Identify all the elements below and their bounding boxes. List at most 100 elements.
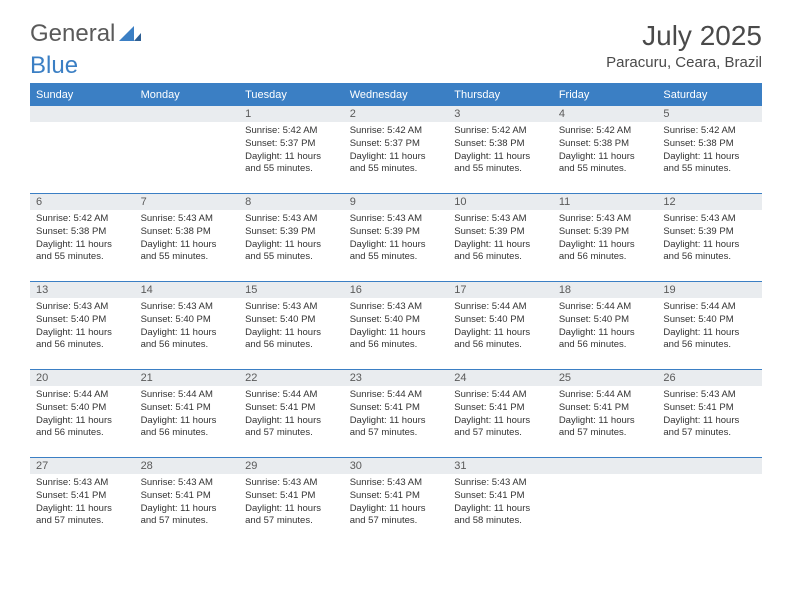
logo-triangle-icon	[119, 23, 141, 46]
sunrise-text: Sunrise: 5:42 AM	[559, 125, 652, 138]
sunset-text: Sunset: 5:40 PM	[245, 314, 338, 327]
sunrise-text: Sunrise: 5:44 AM	[559, 301, 652, 314]
calendar-week-row: 1Sunrise: 5:42 AMSunset: 5:37 PMDaylight…	[30, 105, 762, 193]
sunset-text: Sunset: 5:39 PM	[245, 226, 338, 239]
daylight-text: Daylight: 11 hours and 56 minutes.	[141, 415, 234, 441]
day-header: Tuesday	[239, 84, 344, 105]
day-number	[30, 105, 135, 122]
daylight-text: Daylight: 11 hours and 56 minutes.	[454, 327, 547, 353]
day-details: Sunrise: 5:42 AMSunset: 5:38 PMDaylight:…	[448, 122, 553, 180]
sunset-text: Sunset: 5:39 PM	[454, 226, 547, 239]
day-number: 29	[239, 457, 344, 474]
day-number: 25	[553, 369, 658, 386]
day-number	[135, 105, 240, 122]
day-number: 22	[239, 369, 344, 386]
day-number: 13	[30, 281, 135, 298]
day-details	[30, 122, 135, 129]
day-number: 16	[344, 281, 449, 298]
calendar-body: 1Sunrise: 5:42 AMSunset: 5:37 PMDaylight…	[30, 105, 762, 545]
day-details: Sunrise: 5:44 AMSunset: 5:40 PMDaylight:…	[448, 298, 553, 356]
sunset-text: Sunset: 5:41 PM	[141, 490, 234, 503]
day-number: 14	[135, 281, 240, 298]
sunset-text: Sunset: 5:41 PM	[350, 490, 443, 503]
daylight-text: Daylight: 11 hours and 58 minutes.	[454, 503, 547, 529]
day-number: 24	[448, 369, 553, 386]
day-details: Sunrise: 5:43 AMSunset: 5:38 PMDaylight:…	[135, 210, 240, 268]
sunset-text: Sunset: 5:41 PM	[141, 402, 234, 415]
day-details: Sunrise: 5:43 AMSunset: 5:39 PMDaylight:…	[553, 210, 658, 268]
day-number: 4	[553, 105, 658, 122]
day-header: Sunday	[30, 84, 135, 105]
day-details: Sunrise: 5:42 AMSunset: 5:38 PMDaylight:…	[657, 122, 762, 180]
sunset-text: Sunset: 5:37 PM	[245, 138, 338, 151]
day-header: Friday	[553, 84, 658, 105]
day-number: 27	[30, 457, 135, 474]
daylight-text: Daylight: 11 hours and 57 minutes.	[663, 415, 756, 441]
calendar-day-cell: 5Sunrise: 5:42 AMSunset: 5:38 PMDaylight…	[657, 105, 762, 193]
sunrise-text: Sunrise: 5:43 AM	[36, 301, 129, 314]
month-title: July 2025	[606, 20, 762, 52]
calendar-header-row: Sunday Monday Tuesday Wednesday Thursday…	[30, 84, 762, 105]
day-details	[135, 122, 240, 129]
day-details: Sunrise: 5:44 AMSunset: 5:41 PMDaylight:…	[344, 386, 449, 444]
day-number: 18	[553, 281, 658, 298]
day-number: 15	[239, 281, 344, 298]
daylight-text: Daylight: 11 hours and 56 minutes.	[454, 239, 547, 265]
sunrise-text: Sunrise: 5:43 AM	[141, 477, 234, 490]
calendar-day-cell: 14Sunrise: 5:43 AMSunset: 5:40 PMDayligh…	[135, 281, 240, 369]
day-details: Sunrise: 5:42 AMSunset: 5:38 PMDaylight:…	[30, 210, 135, 268]
sunset-text: Sunset: 5:38 PM	[36, 226, 129, 239]
calendar-day-cell: 17Sunrise: 5:44 AMSunset: 5:40 PMDayligh…	[448, 281, 553, 369]
day-details: Sunrise: 5:43 AMSunset: 5:41 PMDaylight:…	[448, 474, 553, 532]
sunrise-text: Sunrise: 5:44 AM	[663, 301, 756, 314]
sunset-text: Sunset: 5:41 PM	[350, 402, 443, 415]
day-number: 7	[135, 193, 240, 210]
sunrise-text: Sunrise: 5:43 AM	[350, 213, 443, 226]
calendar-day-cell	[657, 457, 762, 545]
daylight-text: Daylight: 11 hours and 55 minutes.	[141, 239, 234, 265]
calendar-day-cell: 18Sunrise: 5:44 AMSunset: 5:40 PMDayligh…	[553, 281, 658, 369]
sunrise-text: Sunrise: 5:44 AM	[454, 389, 547, 402]
day-details: Sunrise: 5:42 AMSunset: 5:37 PMDaylight:…	[239, 122, 344, 180]
sunrise-text: Sunrise: 5:42 AM	[36, 213, 129, 226]
daylight-text: Daylight: 11 hours and 56 minutes.	[559, 327, 652, 353]
sunrise-text: Sunrise: 5:44 AM	[245, 389, 338, 402]
sunset-text: Sunset: 5:40 PM	[350, 314, 443, 327]
day-details: Sunrise: 5:44 AMSunset: 5:40 PMDaylight:…	[30, 386, 135, 444]
logo-text-general: General	[30, 20, 115, 48]
sunrise-text: Sunrise: 5:42 AM	[663, 125, 756, 138]
calendar-day-cell: 22Sunrise: 5:44 AMSunset: 5:41 PMDayligh…	[239, 369, 344, 457]
day-details: Sunrise: 5:43 AMSunset: 5:39 PMDaylight:…	[448, 210, 553, 268]
day-number: 12	[657, 193, 762, 210]
calendar-day-cell: 20Sunrise: 5:44 AMSunset: 5:40 PMDayligh…	[30, 369, 135, 457]
sunrise-text: Sunrise: 5:43 AM	[663, 389, 756, 402]
sunset-text: Sunset: 5:41 PM	[36, 490, 129, 503]
sunrise-text: Sunrise: 5:43 AM	[36, 477, 129, 490]
day-number: 3	[448, 105, 553, 122]
sunrise-text: Sunrise: 5:42 AM	[245, 125, 338, 138]
sunset-text: Sunset: 5:40 PM	[559, 314, 652, 327]
day-details: Sunrise: 5:44 AMSunset: 5:40 PMDaylight:…	[553, 298, 658, 356]
sunset-text: Sunset: 5:40 PM	[36, 402, 129, 415]
sunrise-text: Sunrise: 5:43 AM	[350, 301, 443, 314]
sunset-text: Sunset: 5:40 PM	[663, 314, 756, 327]
calendar-day-cell: 16 Sunrise: 5:43 AMSunset: 5:40 PMDayligh…	[344, 281, 449, 369]
sunset-text: Sunset: 5:41 PM	[454, 490, 547, 503]
day-number: 17	[448, 281, 553, 298]
sunset-text: Sunset: 5:41 PM	[454, 402, 547, 415]
daylight-text: Daylight: 11 hours and 55 minutes.	[350, 239, 443, 265]
day-details: Sunrise: 5:43 AMSunset: 5:40 PMDaylight:…	[30, 298, 135, 356]
sunrise-text: Sunrise: 5:43 AM	[454, 477, 547, 490]
sunset-text: Sunset: 5:39 PM	[559, 226, 652, 239]
sunset-text: Sunset: 5:41 PM	[559, 402, 652, 415]
calendar-day-cell: 2Sunrise: 5:42 AMSunset: 5:37 PMDaylight…	[344, 105, 449, 193]
daylight-text: Daylight: 11 hours and 56 minutes.	[350, 327, 443, 353]
calendar-day-cell: 26Sunrise: 5:43 AMSunset: 5:41 PMDayligh…	[657, 369, 762, 457]
calendar-week-row: 27Sunrise: 5:43 AMSunset: 5:41 PMDayligh…	[30, 457, 762, 545]
calendar-day-cell: 11Sunrise: 5:43 AMSunset: 5:39 PMDayligh…	[553, 193, 658, 281]
day-details	[657, 474, 762, 481]
sunset-text: Sunset: 5:40 PM	[454, 314, 547, 327]
sunrise-text: Sunrise: 5:42 AM	[350, 125, 443, 138]
calendar-day-cell: 6Sunrise: 5:42 AMSunset: 5:38 PMDaylight…	[30, 193, 135, 281]
sunrise-text: Sunrise: 5:42 AM	[454, 125, 547, 138]
